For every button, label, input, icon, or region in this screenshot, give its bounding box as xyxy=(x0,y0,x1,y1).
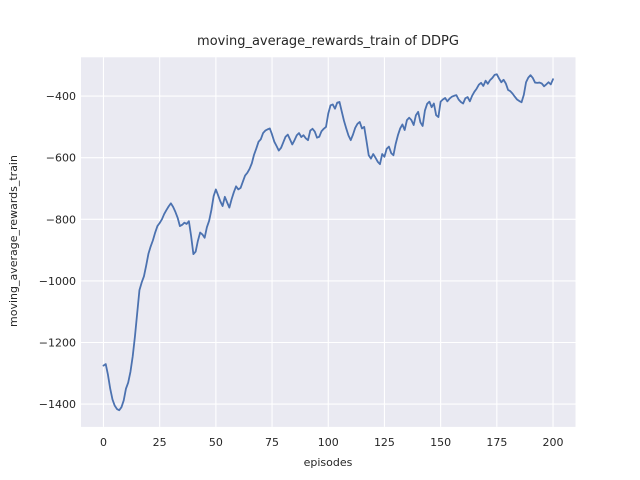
x-tick-label: 75 xyxy=(265,436,279,449)
y-tick-label: −1000 xyxy=(39,275,76,288)
x-axis-label: episodes xyxy=(304,456,353,469)
y-tick-label: −1400 xyxy=(39,398,76,411)
y-tick-label: −400 xyxy=(46,90,76,103)
series-line xyxy=(102,73,554,412)
x-tick-label: 125 xyxy=(374,436,395,449)
x-tick-label: 0 xyxy=(100,436,107,449)
x-tick-label: 25 xyxy=(153,436,167,449)
x-tick-label: 50 xyxy=(209,436,223,449)
x-tick-label: 175 xyxy=(486,436,507,449)
y-axis-label: moving_average_rewards_train xyxy=(7,155,20,327)
y-tick-label: −1200 xyxy=(39,337,76,350)
chart-title: moving_average_rewards_train of DDPG xyxy=(197,34,459,49)
x-tick-label: 200 xyxy=(543,436,564,449)
y-tick-labels: −400 −600 −800 −1000 −1200 −1400 xyxy=(39,90,76,411)
gridlines xyxy=(81,57,576,427)
y-tick-label: −600 xyxy=(46,152,76,165)
y-tick-label: −800 xyxy=(46,213,76,226)
x-tick-label: 100 xyxy=(318,436,339,449)
line-series xyxy=(102,73,554,412)
x-tick-labels: 0 25 50 75 100 125 150 175 200 xyxy=(100,436,564,449)
x-tick-label: 150 xyxy=(430,436,451,449)
